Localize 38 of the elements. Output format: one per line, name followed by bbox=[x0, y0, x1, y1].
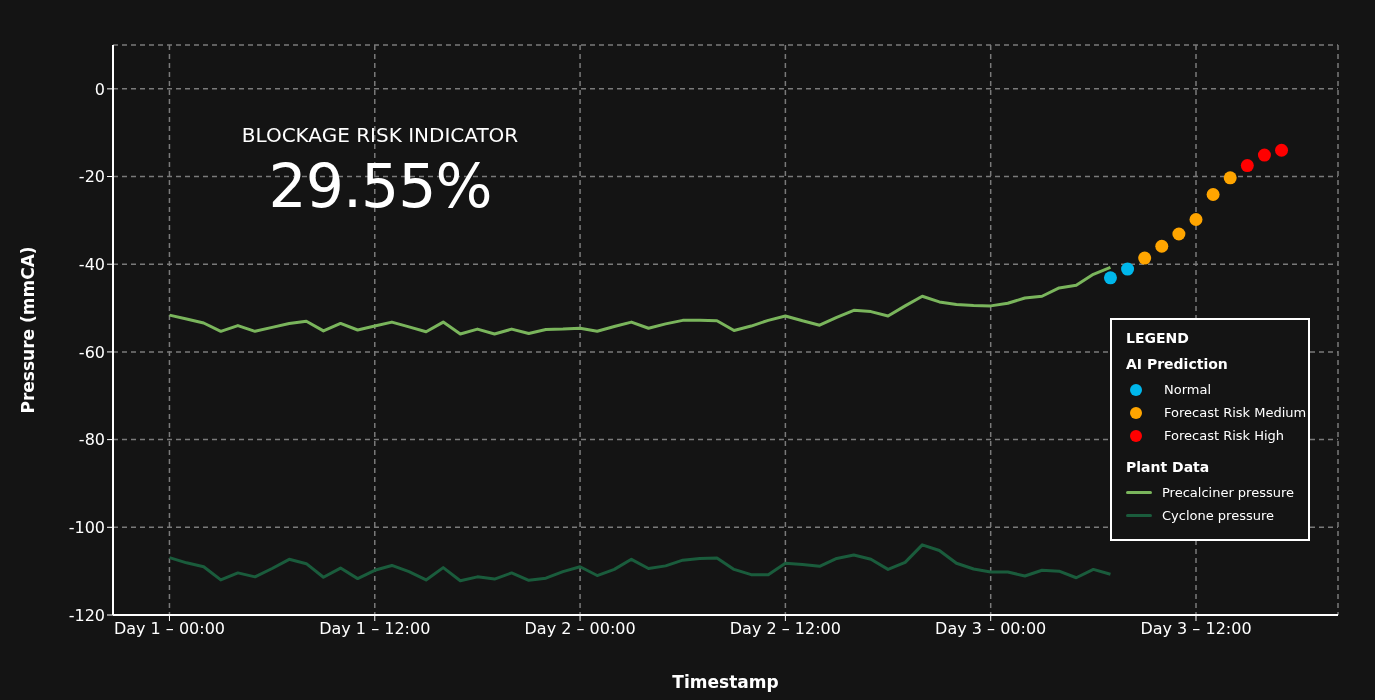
x-tick-label: Day 3 – 00:00 bbox=[935, 619, 1047, 639]
y-tick-label: -80 bbox=[78, 430, 105, 450]
y-tick-label: -40 bbox=[78, 254, 105, 274]
legend-label: Precalciner pressure bbox=[1162, 485, 1295, 500]
line-series bbox=[167, 265, 1112, 336]
y-tick-label: -100 bbox=[68, 517, 105, 537]
point bbox=[1103, 271, 1117, 285]
point bbox=[1223, 171, 1237, 185]
point bbox=[1206, 188, 1220, 202]
point bbox=[1257, 148, 1271, 162]
x-tick-label: Day 3 – 12:00 bbox=[1140, 619, 1252, 639]
annotation: AI Prediction bbox=[1126, 356, 1229, 372]
x-tick-label: Day 2 – 12:00 bbox=[729, 619, 841, 639]
point bbox=[1155, 239, 1169, 253]
point bbox=[1275, 143, 1289, 157]
legend-title: LEGEND bbox=[1126, 330, 1190, 346]
line-series bbox=[167, 543, 1112, 583]
y-tick-label: -120 bbox=[68, 605, 105, 625]
point bbox=[1240, 159, 1254, 173]
y-tick-label: -20 bbox=[78, 167, 105, 187]
x-tick-label: Day 1 – 12:00 bbox=[319, 619, 431, 639]
legend-label: Normal bbox=[1164, 382, 1212, 397]
x-tick-label: Day 2 – 00:00 bbox=[524, 619, 636, 639]
y-axis-title: Pressure (mmCA) bbox=[18, 246, 39, 414]
legend-label: Forecast Risk High bbox=[1164, 428, 1285, 443]
legend-label: Forecast Risk Medium bbox=[1164, 405, 1307, 420]
y-tick-label: -60 bbox=[78, 342, 105, 362]
legend-label: Cyclone pressure bbox=[1162, 508, 1275, 523]
point bbox=[1121, 262, 1135, 276]
x-tick-label: Day 1 – 00:00 bbox=[113, 619, 226, 639]
text: BLOCKAGE RISK INDICATOR bbox=[240, 123, 520, 147]
point bbox=[1172, 227, 1186, 241]
y-tick-label: 0 bbox=[94, 79, 105, 99]
point bbox=[1189, 213, 1203, 227]
text: 29.55% bbox=[267, 151, 493, 221]
annotation: Plant Data bbox=[1126, 459, 1211, 475]
point bbox=[1138, 251, 1152, 265]
x-axis-title: Timestamp bbox=[672, 672, 779, 692]
